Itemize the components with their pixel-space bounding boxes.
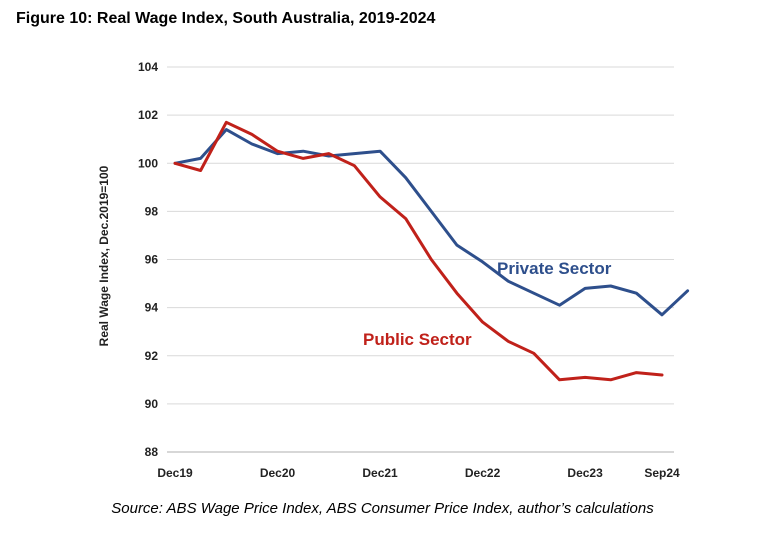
y-tick-label: 96	[145, 253, 159, 267]
y-tick-label: 100	[138, 156, 158, 170]
x-tick-label: Dec21	[362, 466, 398, 480]
y-tick-label: 88	[145, 445, 159, 459]
series-lines	[173, 120, 690, 382]
figure-title: Figure 10: Real Wage Index, South Austra…	[16, 10, 436, 27]
y-tick-label: 92	[145, 349, 159, 363]
x-tick-label: Dec23	[567, 466, 603, 480]
private-sector-line	[173, 128, 690, 317]
public-sector-line	[173, 120, 664, 382]
y-tick-label: 98	[145, 204, 159, 218]
y-axis-label: Real Wage Index, Dec.2019=100	[97, 165, 111, 346]
y-tick-label: 102	[138, 108, 158, 122]
x-tick-label: Dec19	[157, 466, 193, 480]
y-tick-label: 104	[138, 60, 158, 74]
public-sector-label: Public Sector	[363, 330, 472, 349]
x-tick-label: Sep24	[644, 466, 680, 480]
y-tick-label: 94	[145, 301, 159, 315]
source-note: Source: ABS Wage Price Index, ABS Consum…	[111, 500, 654, 517]
private-sector-label: Private Sector	[497, 259, 612, 278]
x-tick-label: Dec20	[260, 466, 296, 480]
axes: 88 90 92 94 96 98 100 102 104 Dec19 Dec20 Dec21 Dec2…	[138, 60, 680, 480]
y-tick-label: 90	[145, 397, 159, 411]
x-tick-label: Dec22	[465, 466, 501, 480]
